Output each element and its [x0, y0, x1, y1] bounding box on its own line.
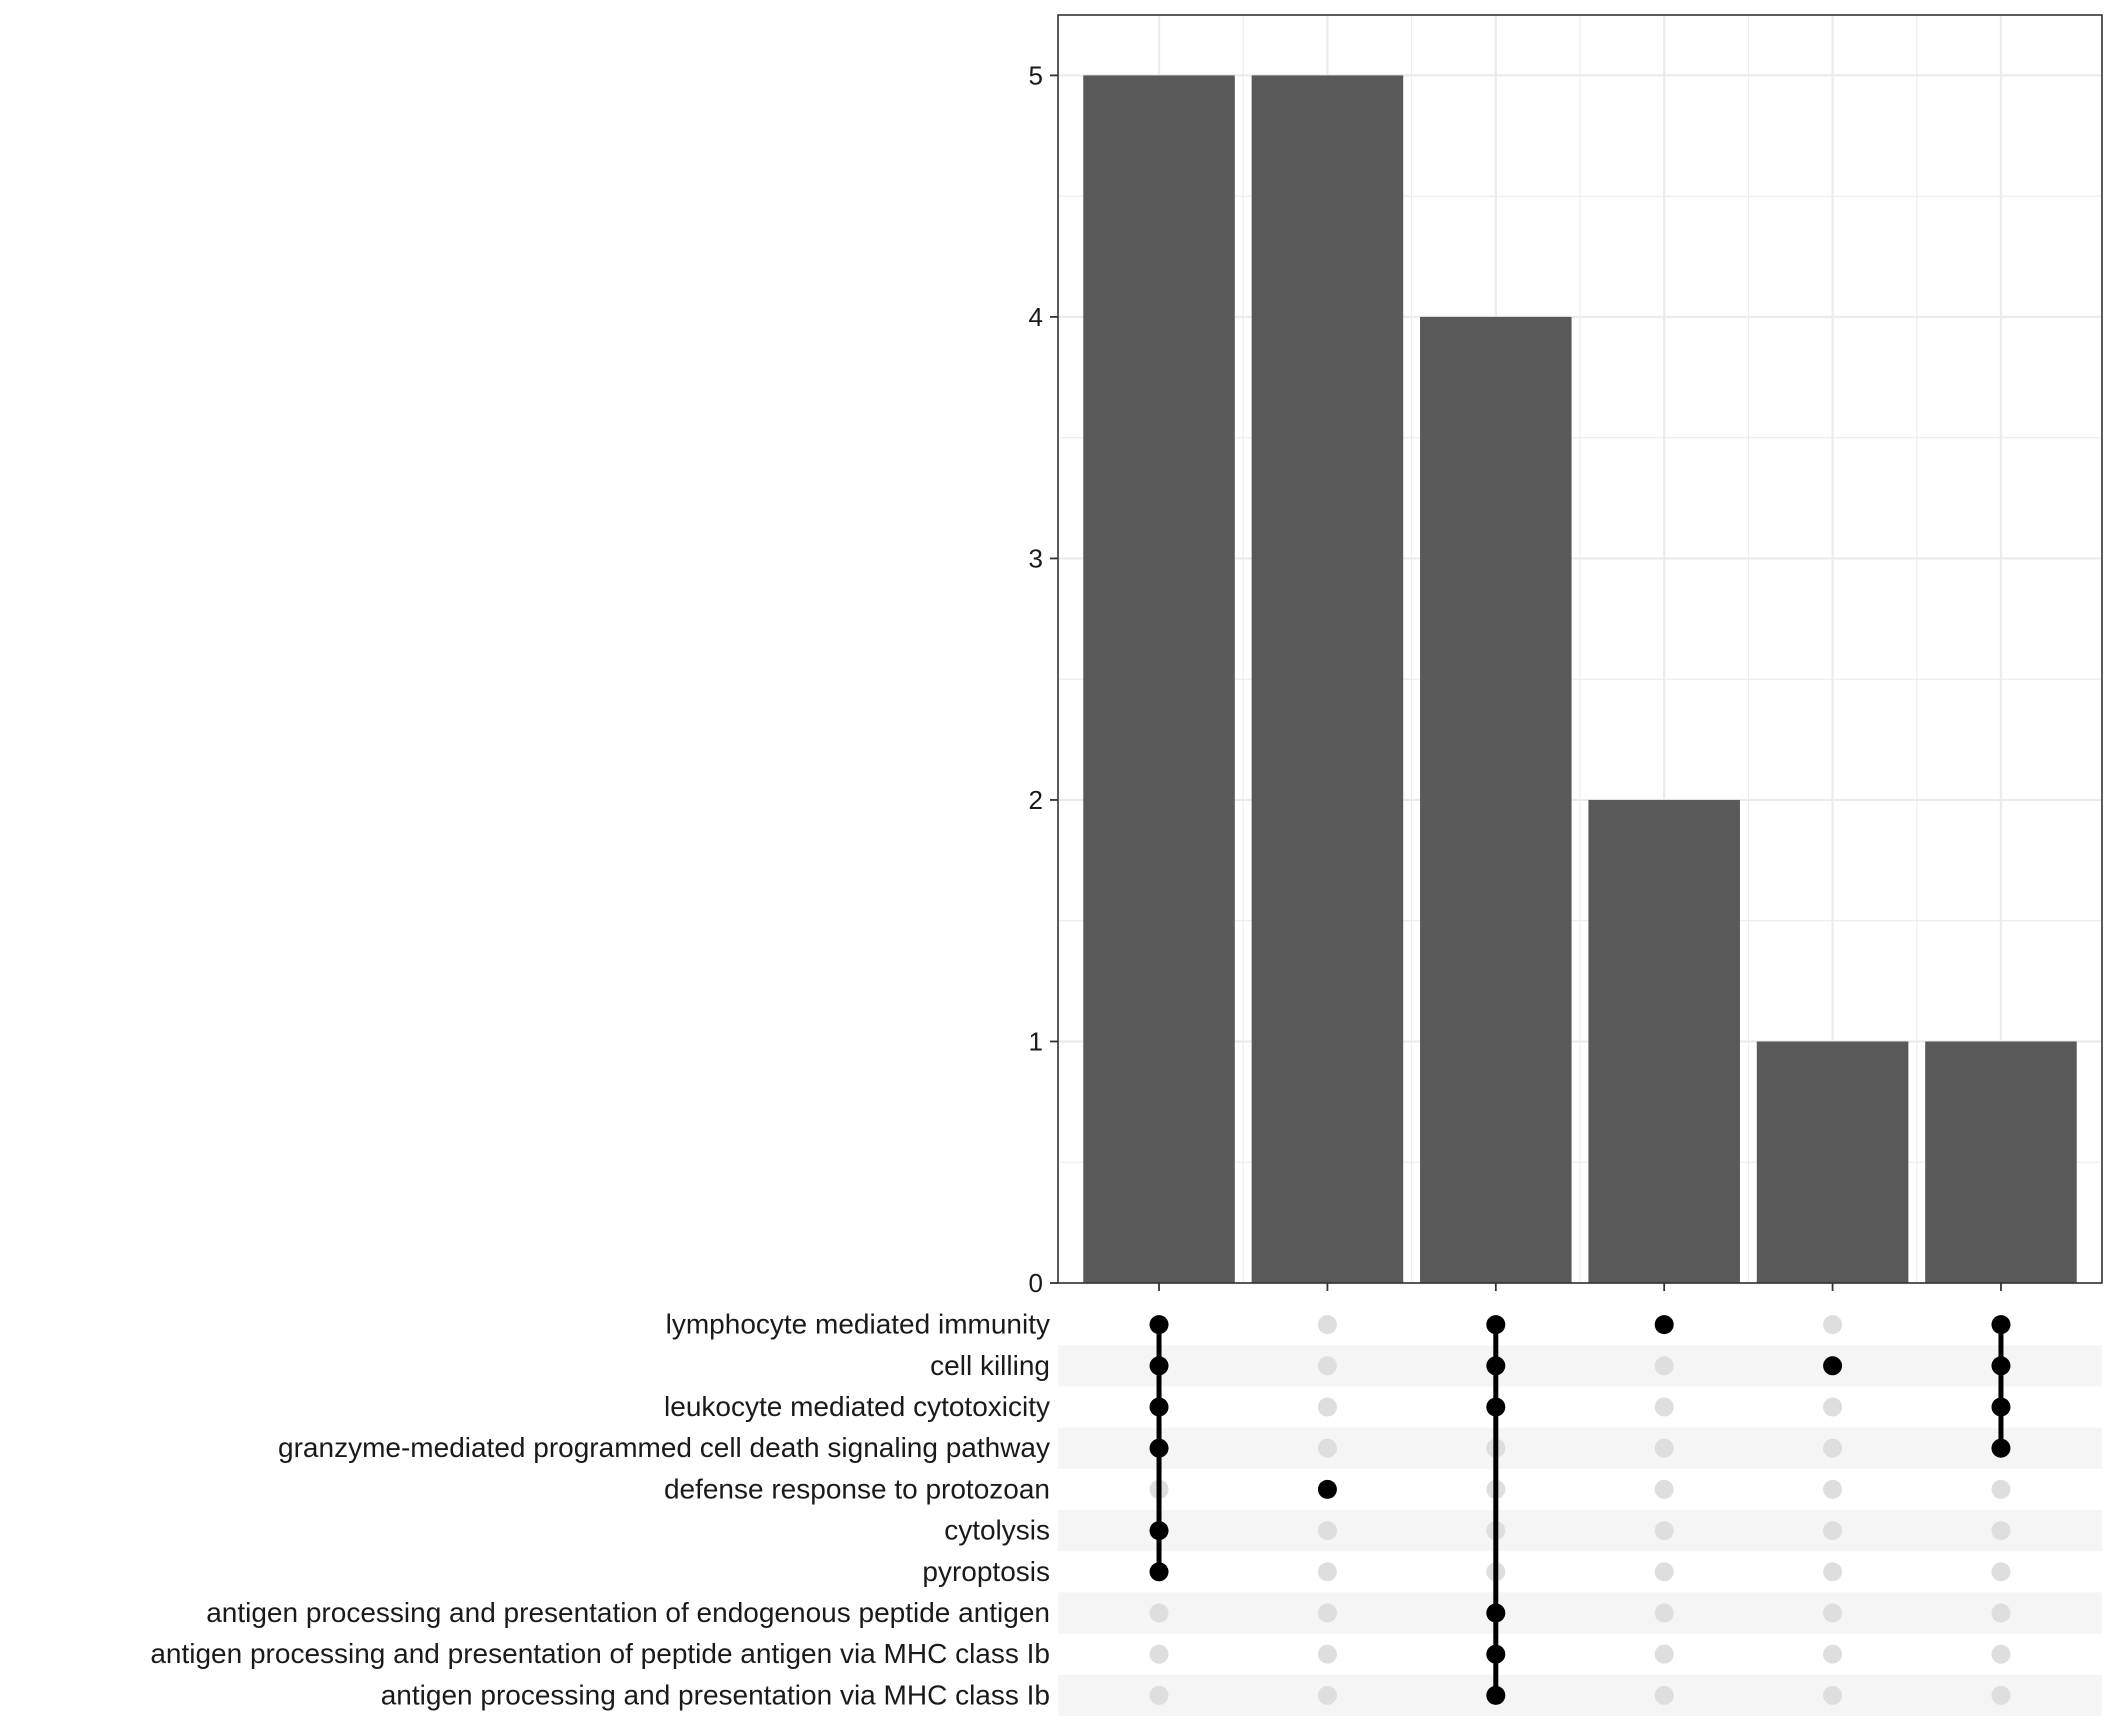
set-label: cytolysis: [944, 1515, 1050, 1546]
intersection-matrix: [1149, 1315, 2011, 1705]
set-label: antigen processing and presentation via …: [381, 1679, 1050, 1710]
matrix-dot-active: [1149, 1397, 1169, 1417]
matrix-dot-active: [1654, 1315, 1674, 1335]
matrix-dot-inactive: [1654, 1521, 1674, 1541]
matrix-dot-inactive: [1823, 1521, 1843, 1541]
y-tick-label: 1: [1029, 1026, 1043, 1056]
matrix-dot-active: [1149, 1562, 1169, 1582]
matrix-dot-active: [1991, 1438, 2011, 1458]
matrix-dot-inactive: [1317, 1397, 1337, 1417]
intersection-bar: [1083, 75, 1235, 1283]
intersection-bar: [1588, 799, 1740, 1283]
set-label: granzyme-mediated programmed cell death …: [278, 1432, 1050, 1463]
matrix-dot-inactive: [1823, 1562, 1843, 1582]
matrix-dot-inactive: [1654, 1397, 1674, 1417]
matrix-row-stripe: [1058, 1345, 2102, 1387]
matrix-dot-active: [1991, 1397, 2011, 1417]
matrix-dot-active: [1823, 1356, 1843, 1376]
y-tick-label: 5: [1029, 60, 1043, 90]
matrix-dot-active: [1149, 1356, 1169, 1376]
matrix-dot-active: [1486, 1685, 1506, 1705]
matrix-row-stripe: [1058, 1674, 2102, 1716]
matrix-dot-inactive: [1654, 1562, 1674, 1582]
matrix-dot-inactive: [1149, 1685, 1169, 1705]
matrix-dot-active: [1486, 1644, 1506, 1664]
matrix-dot-inactive: [1823, 1479, 1843, 1499]
y-tick-label: 2: [1029, 785, 1043, 815]
matrix-dot-inactive: [1991, 1685, 2011, 1705]
set-label: defense response to protozoan: [664, 1473, 1050, 1504]
y-tick-label: 0: [1029, 1268, 1043, 1298]
set-label: pyroptosis: [922, 1556, 1050, 1587]
matrix-dot-active: [1991, 1315, 2011, 1335]
matrix-dot-active: [1486, 1603, 1506, 1623]
matrix-dot-inactive: [1317, 1685, 1337, 1705]
matrix-dot-inactive: [1991, 1479, 2011, 1499]
y-tick-label: 3: [1029, 543, 1043, 573]
intersection-bar: [1420, 316, 1572, 1283]
set-labels: lymphocyte mediated immunity cell killing…: [150, 1309, 1050, 1711]
matrix-dot-inactive: [1654, 1438, 1674, 1458]
matrix-row-stripe: [1058, 1592, 2102, 1634]
matrix-dot-inactive: [1823, 1644, 1843, 1664]
matrix-dot-inactive: [1991, 1603, 2011, 1623]
intersection-bar: [1925, 1041, 2077, 1283]
set-label: cell killing: [930, 1350, 1050, 1381]
matrix-dot-active: [1149, 1521, 1169, 1541]
matrix-dot-inactive: [1654, 1644, 1674, 1664]
matrix-row-stripes: [1058, 1345, 2102, 1716]
matrix-dot-inactive: [1317, 1315, 1337, 1335]
matrix-dot-inactive: [1654, 1685, 1674, 1705]
matrix-dot-inactive: [1317, 1438, 1337, 1458]
matrix-dot-inactive: [1317, 1644, 1337, 1664]
matrix-dot-inactive: [1149, 1603, 1169, 1623]
set-label: antigen processing and presentation of p…: [150, 1638, 1050, 1669]
intersection-bar: [1251, 75, 1404, 1283]
y-tick-label: 4: [1029, 302, 1043, 332]
bar-panel-frame: [1057, 14, 2103, 1284]
matrix-dot-inactive: [1654, 1479, 1674, 1499]
x-axis-ticks: [1158, 1283, 2002, 1291]
matrix-dot-active: [1486, 1397, 1506, 1417]
set-label: leukocyte mediated cytotoxicity: [664, 1391, 1050, 1422]
set-label: antigen processing and presentation of e…: [206, 1597, 1050, 1628]
matrix-dot-active: [1486, 1315, 1506, 1335]
matrix-dot-inactive: [1991, 1562, 2011, 1582]
matrix-dot-inactive: [1823, 1315, 1843, 1335]
intersection-bars: [1083, 75, 2077, 1283]
matrix-dot-active: [1486, 1356, 1506, 1376]
matrix-dot-active: [1149, 1438, 1169, 1458]
matrix-dot-inactive: [1823, 1685, 1843, 1705]
matrix-dot-inactive: [1823, 1438, 1843, 1458]
intersection-bar: [1756, 1041, 1909, 1283]
matrix-dot-inactive: [1991, 1644, 2011, 1664]
matrix-dot-inactive: [1823, 1603, 1843, 1623]
matrix-row-stripe: [1058, 1510, 2102, 1552]
matrix-dot-inactive: [1654, 1603, 1674, 1623]
matrix-dot-inactive: [1149, 1644, 1169, 1664]
matrix-dot-inactive: [1654, 1356, 1674, 1376]
matrix-dot-active: [1991, 1356, 2011, 1376]
y-axis: 0 1 2 3 4 5: [1029, 60, 1058, 1298]
matrix-dot-inactive: [1317, 1356, 1337, 1376]
set-label: lymphocyte mediated immunity: [666, 1309, 1050, 1340]
matrix-dot-inactive: [1991, 1521, 2011, 1541]
matrix-dot-inactive: [1317, 1603, 1337, 1623]
matrix-dot-active: [1317, 1479, 1337, 1499]
matrix-dot-inactive: [1823, 1397, 1843, 1417]
matrix-dot-active: [1149, 1315, 1169, 1335]
matrix-dot-inactive: [1317, 1562, 1337, 1582]
matrix-dot-inactive: [1317, 1521, 1337, 1541]
matrix-row-stripe: [1058, 1427, 2102, 1469]
